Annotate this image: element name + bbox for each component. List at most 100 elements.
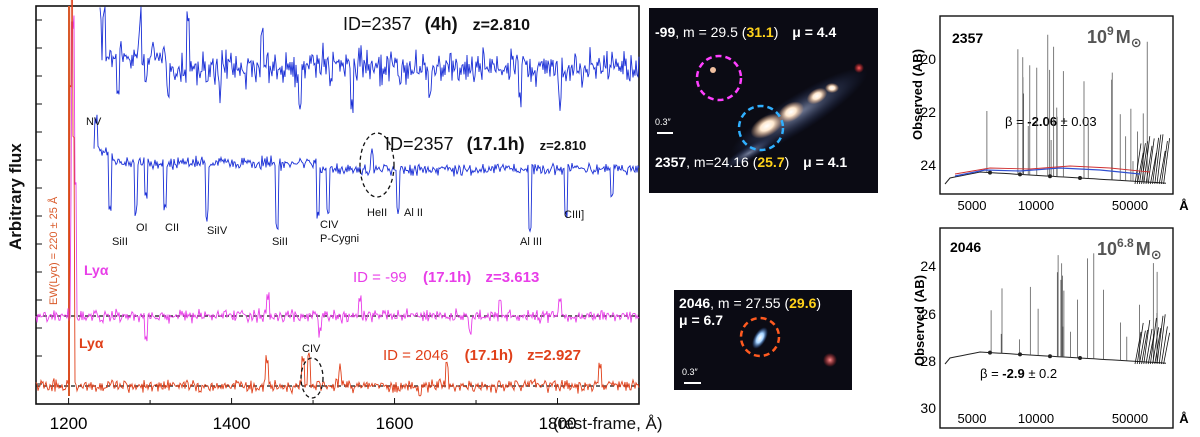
sed-2357-xunit: Å [1179,198,1189,213]
sed-2046-mass: 106.8 M⊙ [1097,236,1162,262]
sed-cluster-line [1163,332,1170,365]
label-m2: 29.6 [789,295,817,311]
sed-2357-ylabel: Observed (AB) [910,49,925,140]
x-axis-label: (rest-frame, Å) [553,414,663,433]
pcygni-label: P-Cygni [320,233,359,245]
sed-model-curve [944,351,1167,365]
label-a-m2: 31.1 [746,24,774,40]
spectrum-minus99 [35,15,640,342]
label-m: , m = 27.55 ( [710,295,790,311]
sed-cluster-line [1134,331,1142,365]
sed-cluster-line [1163,138,1170,185]
spec4-label: ID = 2046 (17.1h) z=2.927 [383,347,581,364]
sed-cluster-line [1161,326,1168,365]
label-b-id: 2357 [655,154,687,170]
sed-cluster-line [1158,314,1166,365]
mass-exp: 9 [1107,24,1114,38]
ytick-20: 20 [920,51,936,67]
sed-cluster-line [1150,317,1157,365]
ytick-26: 26 [920,306,936,322]
alii-label: Al II [404,207,423,219]
sed-cluster-line [1147,333,1155,365]
sed-cluster-line [1161,140,1168,185]
sed-2046-lines [944,253,1170,365]
circle-2046 [739,316,781,358]
sed-2046-xunit: Å [1179,411,1189,426]
spec3-z: z=3.613 [485,269,539,286]
spectra-panel: 1200 1400 1600 1800 EW(Lyα) = 220 ± 25 Å Ar… [6,0,663,433]
spec2-label: ID=2357 (17.1h) z=2.810 [385,134,586,154]
heii-ellipse [359,132,395,198]
sed-photometry-point [1078,356,1082,360]
image-2046-label: 2046, m = 27.55 (29.6) [679,295,821,311]
x-ticks: 1200 1400 1600 1800 [50,398,577,433]
label-b-m2: 25.7 [757,154,785,170]
sed-cluster-line [1145,328,1153,365]
sed-cluster-line [1141,329,1148,365]
sed-cluster-line [1150,152,1157,185]
spectrum-2046 [35,0,640,397]
spec4-id: ID = 2046 [383,347,448,364]
spec1-label: ID=2357 (4h) z=2.810 [343,14,530,34]
mass-base: 10 [1087,27,1107,47]
circle-2357 [737,104,785,152]
sed-cluster-line [1136,152,1144,185]
beta-value: -2.9 [1002,366,1024,381]
xtick-10000: 10000 [1018,198,1054,213]
x-tick-label-1200: 1200 [50,414,88,433]
sed-cluster-line [1154,134,1162,185]
sed-panel-2046: 2046 106.8 M⊙ Observed (AB) 24 26 28 30 5… [912,227,1189,429]
ytick-30: 30 [920,400,936,416]
civ-ellipse [300,357,324,399]
spec2-id: ID=2357 [385,134,454,154]
ytick-22: 22 [920,104,936,120]
sed-2046-frame [939,227,1174,429]
sed-cluster-line [1158,150,1166,185]
label-a-id: -99 [655,24,676,40]
beta-err: ± 0.03 [1057,114,1097,129]
sed-2046-ylabel: Observed (AB) [912,275,927,366]
mass-unit: M [1136,239,1151,259]
sed-2357-yticks: 20 22 24 [920,51,936,173]
label-b-close: ) [784,154,790,170]
mass-exp: 6.8 [1117,236,1134,250]
label-close: ) [816,295,822,311]
sed-photometry-point [988,170,992,175]
spec2-time: (17.1h) [467,134,525,154]
image-2357-label-a: -99, m = 29.5 (31.1) μ = 4.4 [655,24,836,40]
sed-cluster-line [1152,137,1159,185]
spec1-z: z=2.810 [473,17,530,34]
ciii-label: CIII] [564,209,584,221]
image-2046-graphic [684,316,837,384]
aliii-label: Al III [520,236,542,248]
spec1-time: (4h) [425,14,458,34]
ew-label: EW(Lyα) = 220 ± 25 Å [47,196,60,305]
spec3-id: ID = -99 [353,269,407,286]
sed-photometry-point [1018,352,1022,357]
image-2357: -99, m = 29.5 (31.1) μ = 4.4 0.3″ 2357, … [649,8,878,193]
image-2046: 2046, m = 27.55 (29.6) μ = 6.7 0.3″ [674,290,852,390]
spec4-time: (17.1h) [465,347,513,364]
image-2046-scale: 0.3″ [682,367,698,377]
beta-err: ± 0.2 [1025,366,1057,381]
siiv-label: SiIV [207,225,228,237]
label-id: 2046 [679,295,711,311]
xtick-5000: 5000 [958,198,987,213]
spectra-frame [35,5,640,405]
sed-2046-xticks: 5000 10000 50000 [958,411,1149,426]
label-mu: μ = 6.7 [679,312,723,328]
cii-label: CII [165,222,179,234]
sed-photometry-point [1018,172,1022,177]
sed-blue-model [954,167,1141,177]
sed-cluster-line [1134,143,1142,185]
sed-cluster-line [1141,141,1148,185]
label-a-mu: μ = 4.4 [792,24,837,40]
sed-2046-id: 2046 [950,239,981,255]
mass-sym: ⊙ [1131,35,1142,50]
label-a-close: ) [773,24,779,40]
sed-panel-2357: 2357 109 M⊙ Observed (AB) 20 22 24 5000 1… [910,15,1189,213]
sed-cluster-line [1139,330,1146,365]
mass-sym: ⊙ [1151,247,1162,262]
x-tick-label-1800: 1800 [539,414,577,433]
